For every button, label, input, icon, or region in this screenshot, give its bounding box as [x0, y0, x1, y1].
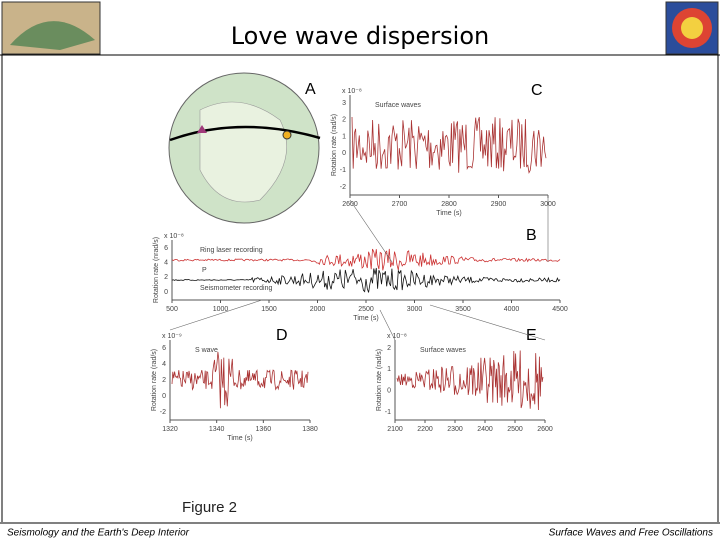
panel-label: D: [276, 327, 288, 344]
great-circle: [169, 125, 321, 142]
panel-label: A: [305, 81, 316, 98]
y-tick-label: 4: [164, 260, 168, 267]
x-tick-label: 1380: [302, 426, 318, 433]
y-tick-label: 1: [387, 366, 391, 373]
y-tick-label: 2: [342, 117, 346, 124]
x-tick-label: 2100: [387, 426, 403, 433]
y-label: Rotation rate (rad/s): [376, 349, 383, 411]
y-tick-label: 0: [164, 289, 168, 296]
waveform: [351, 116, 547, 174]
exponent: x 10⁻⁸: [164, 233, 184, 240]
panel-text: S wave: [195, 347, 218, 354]
x-label: Time (s): [436, 210, 461, 217]
title: Love wave dispersion: [231, 22, 490, 50]
footer-right: Surface Waves and Free Oscillations: [549, 528, 713, 539]
y-label: Rotation rate (rad/s): [151, 349, 158, 411]
panel-label: B: [526, 227, 537, 244]
x-tick-label: 2300: [447, 426, 463, 433]
x-tick-label: 1320: [162, 426, 178, 433]
x-tick-label: 4500: [552, 306, 568, 313]
x-tick-label: 500: [166, 306, 178, 313]
connector: [169, 299, 263, 331]
y-tick-label: 4: [162, 361, 166, 368]
x-tick-label: 1000: [213, 306, 229, 313]
footer-left: Seismology and the Earth's Deep Interior: [7, 528, 190, 539]
y-tick-label: 2: [164, 274, 168, 281]
waveform: [396, 350, 544, 411]
waveform: [171, 267, 561, 293]
panel-text: Surface waves: [420, 347, 466, 354]
y-tick-label: 0: [342, 150, 346, 157]
logo-left-art: [10, 21, 95, 50]
x-tick-label: 2200: [417, 426, 433, 433]
x-tick-label: 1360: [256, 426, 272, 433]
y-tick-label: 6: [164, 245, 168, 252]
x-tick-label: 2900: [491, 201, 507, 208]
connector: [429, 304, 546, 341]
x-label: Time (s): [227, 435, 252, 442]
exponent: x 10⁻⁸: [387, 333, 407, 340]
y-tick-label: 2: [387, 345, 391, 352]
legend: Seismometer recording: [200, 285, 272, 292]
y-tick-label: -1: [385, 409, 391, 416]
x-tick-label: 4000: [504, 306, 520, 313]
x-tick-label: 1500: [261, 306, 277, 313]
exponent: x 10⁻⁹: [162, 333, 182, 340]
y-tick-label: 0: [162, 393, 166, 400]
y-tick-label: -1: [340, 167, 346, 174]
connector: [379, 309, 396, 341]
x-tick-label: 2800: [441, 201, 457, 208]
x-tick-label: 1340: [209, 426, 225, 433]
connector: [349, 199, 393, 263]
y-label: Rotation rate (nrad/s): [153, 237, 160, 303]
x-tick-label: 2500: [507, 426, 523, 433]
waveform: [171, 351, 309, 409]
waveform: [171, 248, 561, 271]
y-tick-label: 1: [342, 133, 346, 140]
x-tick-label: 3500: [455, 306, 471, 313]
y-tick-label: 0: [387, 388, 391, 395]
x-tick-label: 2600: [342, 201, 358, 208]
y-tick-label: 3: [342, 100, 346, 107]
marker: P: [202, 267, 207, 274]
station: [197, 125, 207, 133]
y-tick-label: -2: [340, 184, 346, 191]
x-tick-label: 2000: [310, 306, 326, 313]
exponent: x 10⁻⁸: [342, 88, 362, 95]
caption: Figure 2: [182, 499, 237, 516]
panel-text: Surface waves: [375, 102, 421, 109]
x-label: Time (s): [353, 315, 378, 322]
x-tick-label: 3000: [407, 306, 423, 313]
y-label: Rotation rate (rad/s): [331, 114, 338, 176]
y-tick-label: -2: [160, 409, 166, 416]
panel-label: C: [531, 82, 543, 99]
epicenter: [282, 130, 292, 140]
x-tick-label: 2400: [477, 426, 493, 433]
legend: Ring laser recording: [200, 247, 263, 254]
x-tick-label: 2700: [392, 201, 408, 208]
x-tick-label: 2500: [358, 306, 374, 313]
y-tick-label: 2: [162, 377, 166, 384]
logo-right-core: [681, 17, 703, 39]
y-tick-label: 6: [162, 345, 166, 352]
x-tick-label: 2600: [537, 426, 553, 433]
